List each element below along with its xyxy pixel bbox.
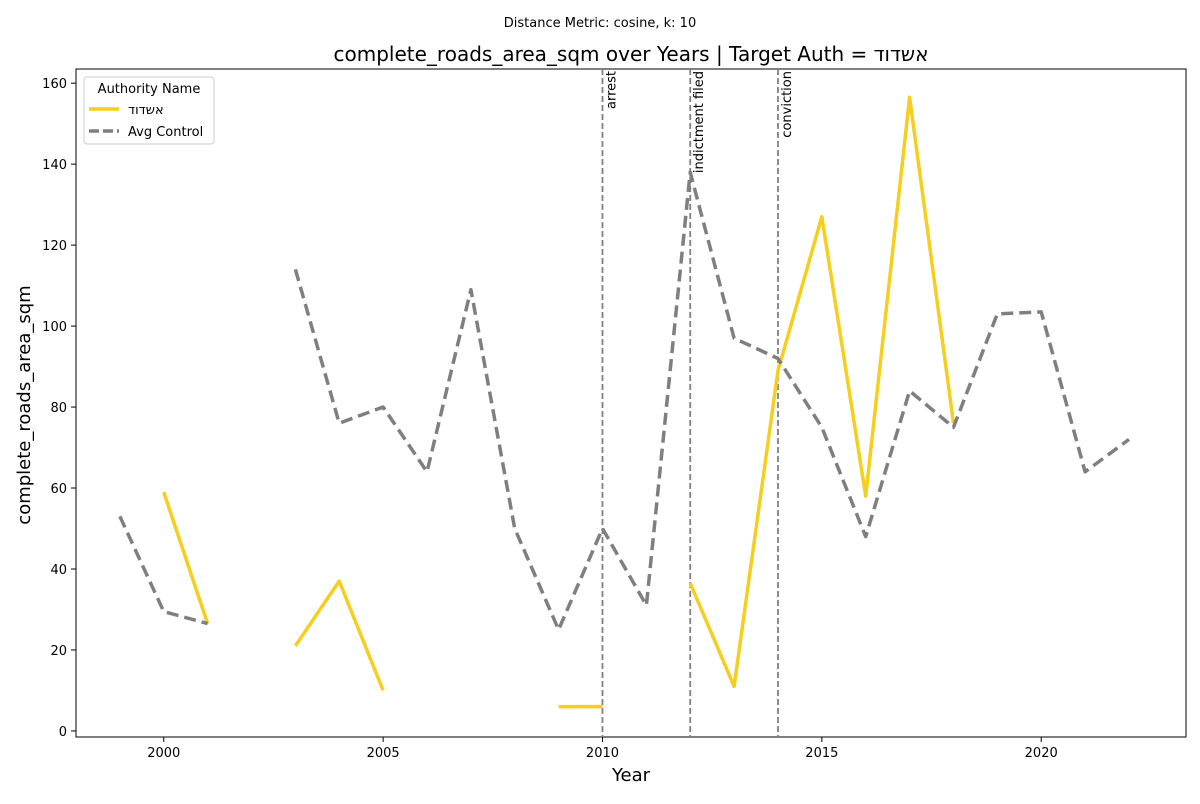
event-label: indictment filed <box>692 71 707 173</box>
plot-area: 2000 2005 2010 2015 2020 0 20 40 60 80 100 120 140 16… <box>42 68 1187 761</box>
series-line <box>293 170 1131 632</box>
legend-title: Authority Name <box>98 82 201 97</box>
legend: Authority Name אשדוד Avg Control <box>83 76 215 145</box>
y-tick-label: 140 <box>42 158 67 173</box>
legend-entry-label: Avg Control <box>128 125 203 140</box>
legend-box <box>83 76 215 145</box>
series-line <box>118 515 209 626</box>
series-line <box>688 95 956 689</box>
x-axis-label: Year <box>611 765 651 786</box>
y-tick-label: 160 <box>42 77 67 92</box>
y-tick-label: 80 <box>50 401 67 416</box>
series-line <box>293 579 385 692</box>
y-tick-label: 20 <box>50 644 67 659</box>
y-tick-label: 40 <box>50 563 67 578</box>
plot-frame <box>75 68 1187 738</box>
x-tick-label: 2010 <box>586 746 619 761</box>
y-tick-label: 0 <box>59 725 67 740</box>
chart-title: complete_roads_area_sqm over Years | Tar… <box>334 42 929 66</box>
event-label: conviction <box>780 71 795 138</box>
x-tick-label: 2015 <box>805 746 838 761</box>
event-label: arrest <box>604 71 619 109</box>
x-tick-label: 2020 <box>1025 746 1058 761</box>
x-tick-label: 2000 <box>147 746 180 761</box>
y-axis-label: complete_roads_area_sqm <box>14 285 35 524</box>
x-tick-label: 2005 <box>367 746 400 761</box>
legend-entry-label: אשדוד <box>128 103 164 118</box>
chart-suptitle: Distance Metric: cosine, k: 10 <box>504 16 696 31</box>
y-tick-label: 60 <box>50 482 67 497</box>
y-tick-label: 100 <box>42 320 67 335</box>
y-tick-label: 120 <box>42 239 67 254</box>
series-line <box>162 491 210 625</box>
